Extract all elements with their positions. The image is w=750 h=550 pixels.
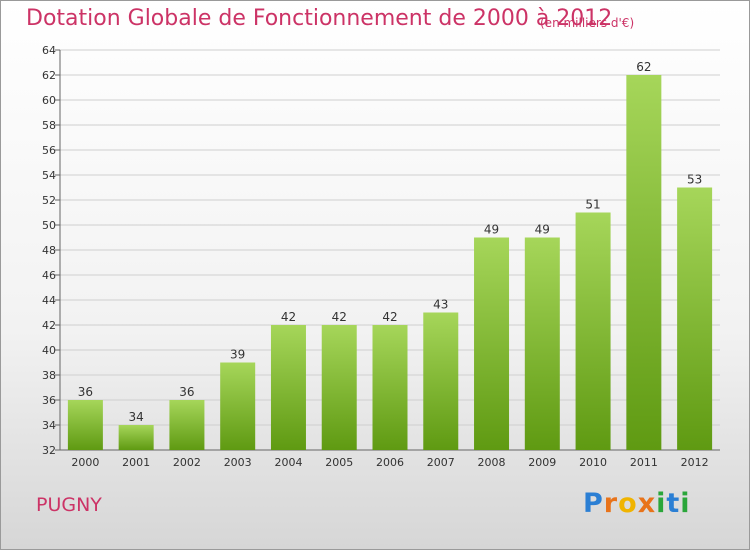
y-tick-label: 34 — [42, 419, 56, 432]
data-label: 39 — [230, 348, 245, 362]
y-tick-label: 44 — [42, 294, 56, 307]
y-tick-label: 38 — [42, 369, 56, 382]
bar — [270, 325, 306, 450]
y-tick-label: 40 — [42, 344, 56, 357]
y-tick-label: 46 — [42, 269, 56, 282]
y-tick-label: 52 — [42, 194, 56, 207]
bar — [524, 237, 560, 450]
bar — [677, 187, 713, 450]
bar — [372, 325, 408, 450]
bar — [321, 325, 357, 450]
y-tick-label: 56 — [42, 144, 56, 157]
proxiti-logo: Proxiti — [583, 488, 691, 519]
bar — [474, 237, 510, 450]
x-tick-label: 2009 — [528, 456, 556, 469]
x-tick-label: 2003 — [224, 456, 252, 469]
y-tick-label: 58 — [42, 119, 56, 132]
bar — [220, 362, 256, 450]
y-tick-label: 60 — [42, 94, 56, 107]
place-name: PUGNY — [36, 494, 102, 516]
bar — [575, 212, 611, 450]
x-tick-label: 2002 — [173, 456, 201, 469]
x-tick-label: 2005 — [325, 456, 353, 469]
x-tick-label: 2006 — [376, 456, 404, 469]
bar — [626, 75, 662, 450]
logo-letter: i — [656, 488, 667, 519]
bar — [423, 312, 459, 450]
logo-letter: P — [583, 488, 604, 519]
data-label: 49 — [535, 223, 550, 237]
logo-letter: o — [618, 488, 638, 519]
logo-letter: i — [680, 488, 691, 519]
data-label: 36 — [78, 385, 93, 399]
y-tick-label: 50 — [42, 219, 56, 232]
y-tick-label: 32 — [42, 444, 56, 457]
y-tick-label: 54 — [42, 169, 56, 182]
data-label: 34 — [129, 410, 144, 424]
data-label: 42 — [281, 310, 296, 324]
data-label: 42 — [332, 310, 347, 324]
logo-letter: t — [666, 488, 681, 519]
data-label: 62 — [636, 60, 651, 74]
data-label: 51 — [585, 198, 600, 212]
x-tick-label: 2011 — [630, 456, 658, 469]
y-tick-label: 48 — [42, 244, 56, 257]
data-label: 53 — [687, 173, 702, 187]
data-label: 36 — [179, 385, 194, 399]
x-tick-label: 2010 — [579, 456, 607, 469]
bar — [67, 400, 103, 450]
bar — [118, 425, 154, 450]
x-tick-label: 2012 — [681, 456, 709, 469]
data-label: 42 — [382, 310, 397, 324]
data-label: 49 — [484, 223, 499, 237]
y-tick-label: 62 — [42, 69, 56, 82]
chart-title: Dotation Globale de Fonctionnement de 20… — [26, 6, 613, 31]
chart-subtitle: (en milliers d'€) — [540, 16, 635, 30]
data-label: 43 — [433, 298, 448, 312]
y-tick-label: 36 — [42, 394, 56, 407]
x-tick-label: 2004 — [274, 456, 302, 469]
x-tick-label: 2008 — [478, 456, 506, 469]
bar — [169, 400, 205, 450]
x-tick-label: 2007 — [427, 456, 455, 469]
x-tick-label: 2000 — [71, 456, 99, 469]
x-tick-label: 2001 — [122, 456, 150, 469]
logo-letter: x — [637, 488, 657, 519]
y-tick-label: 42 — [42, 319, 56, 332]
y-tick-label: 64 — [42, 44, 56, 57]
logo-letter: r — [603, 488, 619, 519]
